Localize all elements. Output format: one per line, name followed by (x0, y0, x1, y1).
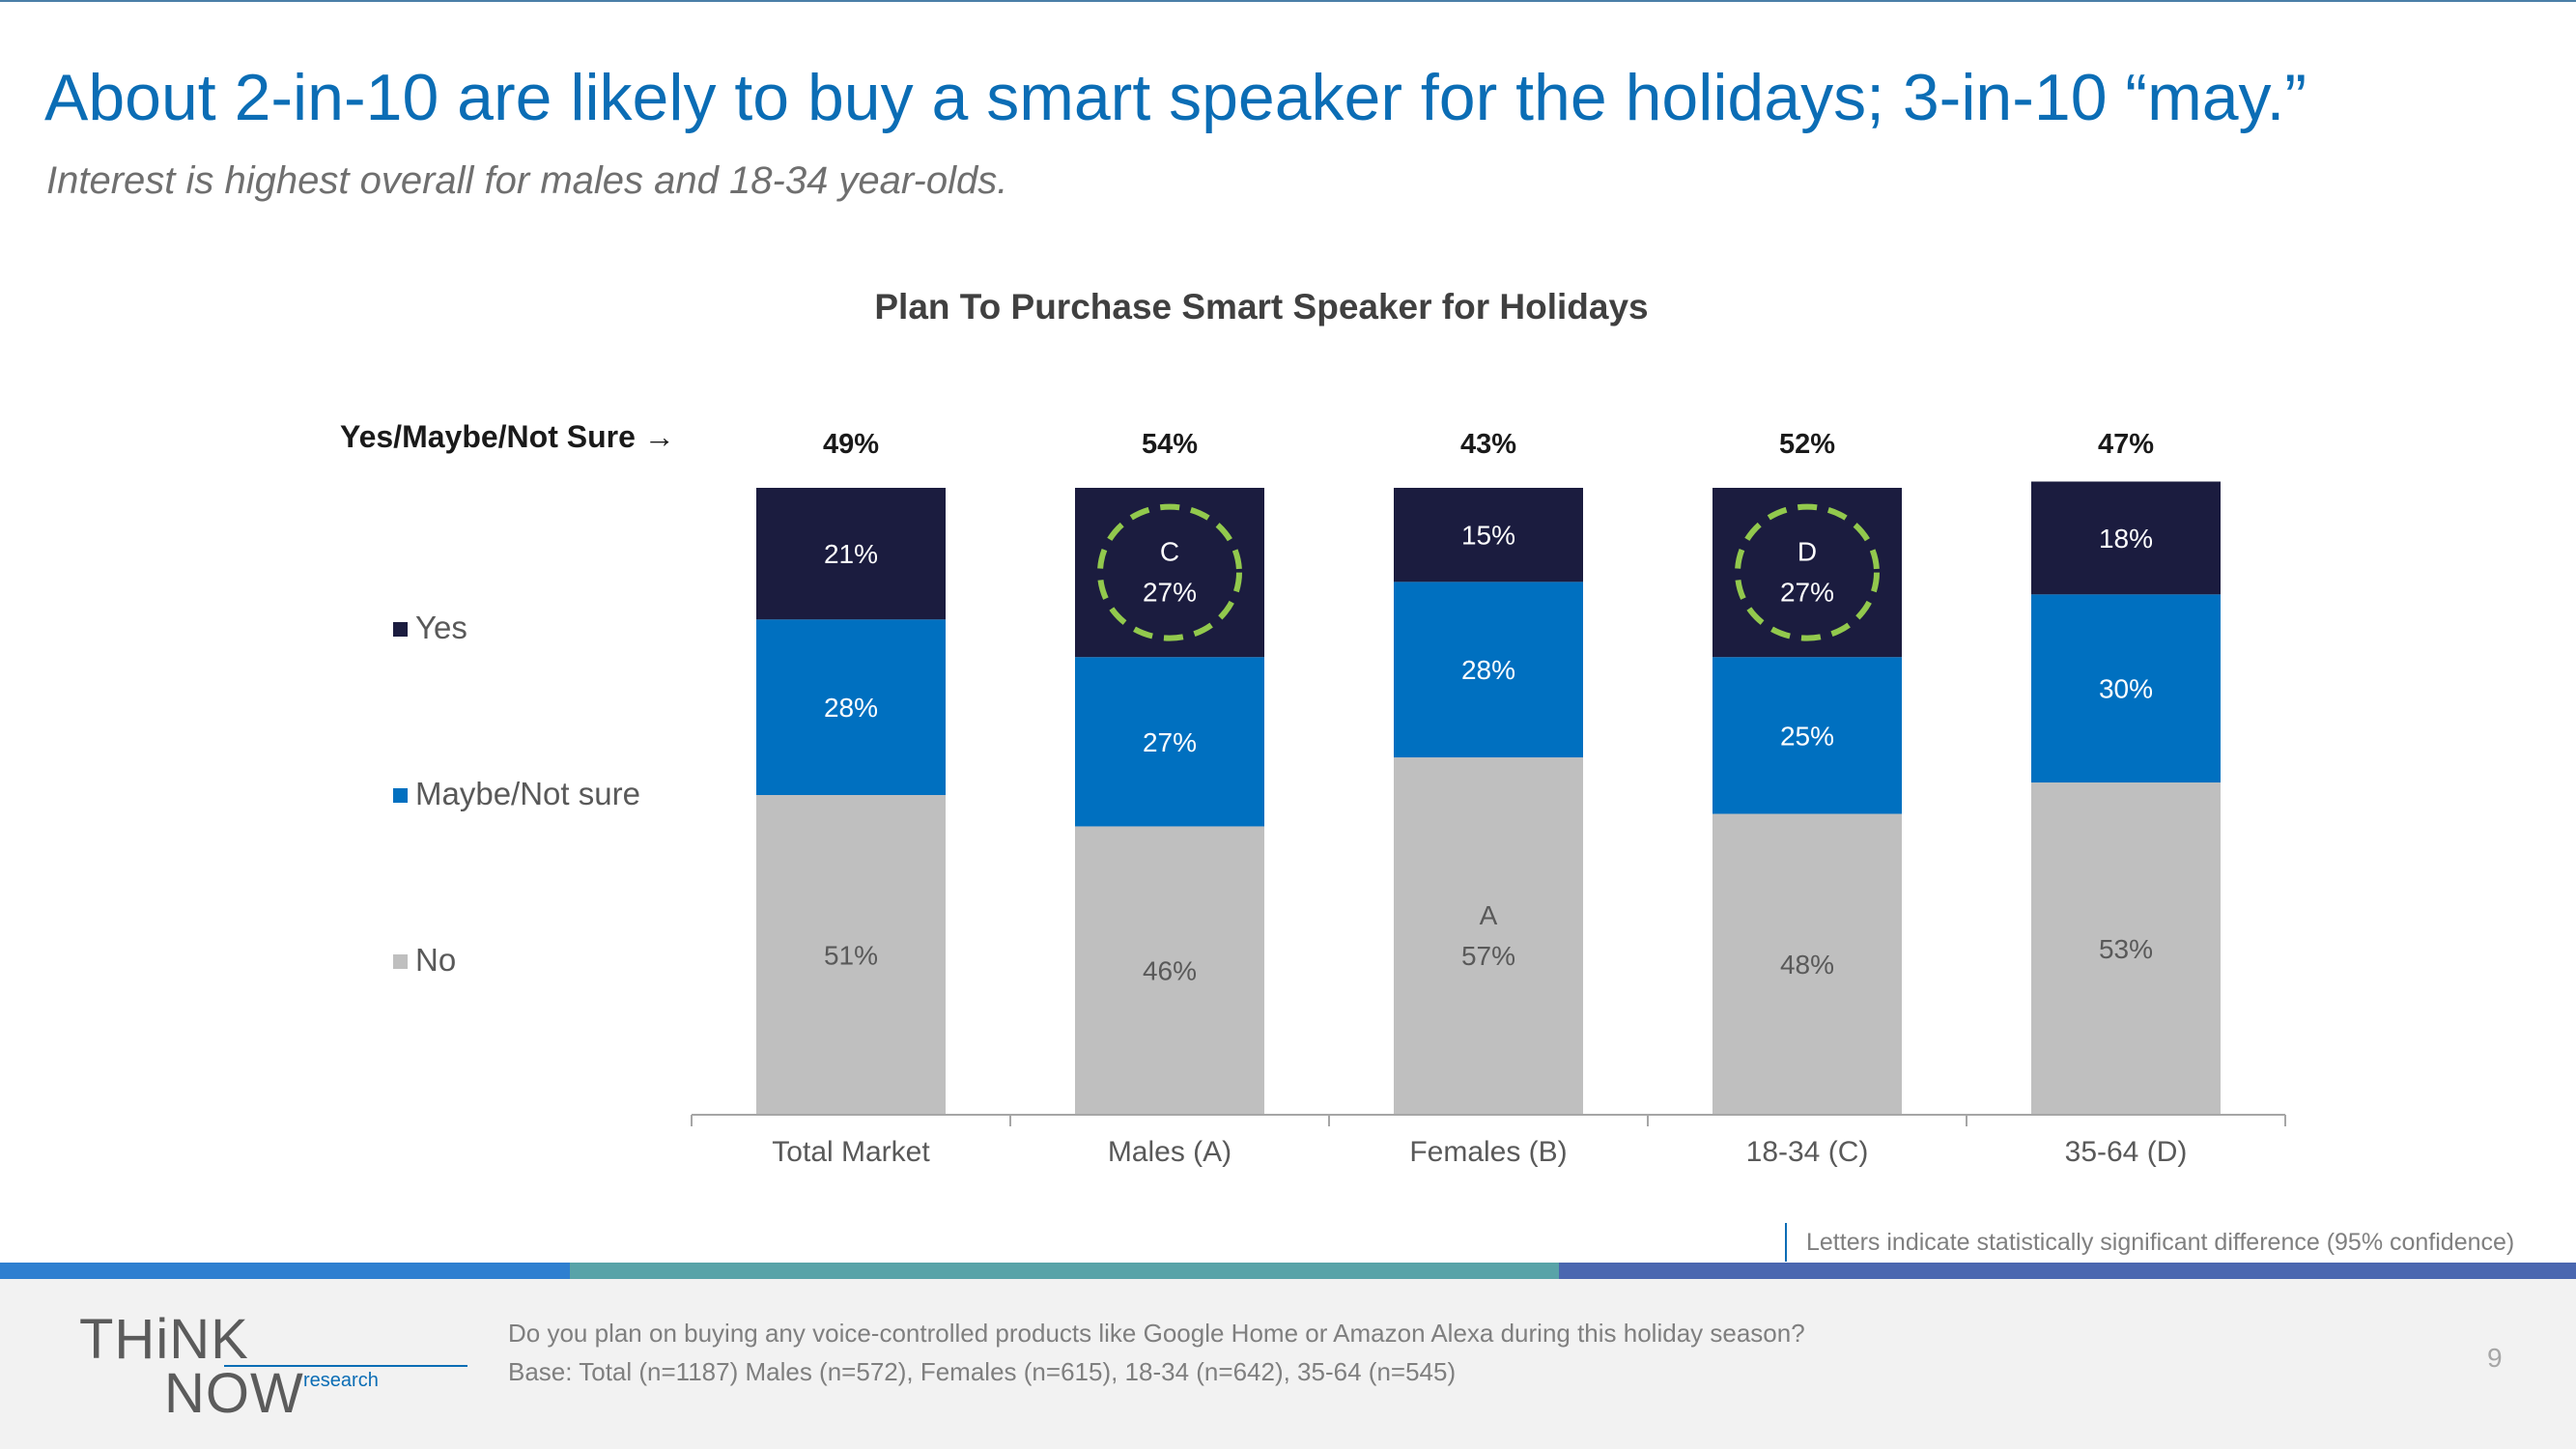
total-label-3: 52% (1779, 429, 1835, 460)
data-label-1-0: 28% (824, 693, 878, 723)
bar-segment-maybe-not-sure-2 (1394, 582, 1583, 758)
footer-band-1 (0, 1263, 570, 1279)
legend-item-no: No (393, 941, 456, 980)
legend-label-no: No (415, 942, 457, 978)
data-label-2-0: 21% (824, 539, 878, 569)
base-text: Base: Total (n=1187) Males (n=572), Fema… (508, 1357, 1457, 1386)
bar-segment-no-3 (1713, 813, 1902, 1115)
bar-segment-yes-4 (2031, 481, 2221, 595)
slide-title: About 2-in-10 are likely to buy a smart … (44, 61, 2307, 134)
legend-label-maybe: Maybe/Not sure (415, 776, 640, 811)
bar-segment-yes-1 (1075, 488, 1264, 658)
bar-segment-no-0 (756, 795, 946, 1115)
data-label-2-1: 27% (1143, 578, 1197, 608)
data-label-2-4: 18% (2099, 524, 2153, 554)
bar-segment-maybe-not-sure-3 (1713, 657, 1902, 814)
bar-segment-yes-3 (1713, 488, 1902, 658)
data-label-1-2: 28% (1461, 655, 1515, 685)
bar-segment-maybe-not-sure-0 (756, 619, 946, 796)
data-label-0-4: 53% (2099, 934, 2153, 964)
logo-rule (224, 1365, 467, 1367)
footer (0, 1279, 2576, 1449)
survey-question: Do you plan on buying any voice-controll… (508, 1314, 1805, 1391)
page-number: 9 (2487, 1343, 2503, 1373)
category-label-0: Total Market (772, 1136, 930, 1168)
bar-segment-yes-0 (756, 488, 946, 620)
logo-word-now: NOW (164, 1362, 304, 1425)
logo-word-research: research (303, 1370, 379, 1391)
chart-title: Plan To Purchase Smart Speaker for Holid… (874, 287, 1649, 327)
question-text: Do you plan on buying any voice-controll… (508, 1319, 1805, 1348)
total-label-1: 54% (1142, 429, 1198, 460)
yes-maybe-total-label: Yes/Maybe/Not Sure → (340, 419, 675, 454)
data-label-1-1: 27% (1143, 727, 1197, 757)
total-label-0: 49% (823, 429, 879, 460)
category-label-1: Males (A) (1108, 1136, 1231, 1168)
bar-segment-no-4 (2031, 782, 2221, 1115)
legend-item-yes: Yes (393, 609, 467, 647)
legend-swatch-yes (393, 622, 408, 637)
category-label-4: 35-64 (D) (2065, 1136, 2188, 1168)
footer-band-3 (1559, 1263, 2576, 1279)
legend-label-yes: Yes (415, 610, 467, 645)
sig-letter-0-2: A (1480, 900, 1498, 930)
stacked-bar-chart: 51% 28% 21% 49% Total Market 46% 27% C 27% 54% Mal… (691, 429, 2286, 1168)
legend-swatch-maybe (393, 788, 408, 803)
sig-letter-2-3: D (1798, 537, 1817, 567)
category-label-3: 18-34 (C) (1746, 1136, 1869, 1168)
legend-swatch-no (393, 954, 408, 969)
highlight-circle-3 (1735, 503, 1880, 641)
data-label-1-4: 30% (2099, 674, 2153, 704)
category-label-2: Females (B) (1409, 1136, 1567, 1168)
total-label-4: 47% (2098, 429, 2154, 460)
top-rule (0, 0, 2576, 2)
bar-segment-maybe-not-sure-1 (1075, 657, 1264, 827)
bar-segment-maybe-not-sure-4 (2031, 594, 2221, 783)
data-label-1-3: 25% (1780, 721, 1834, 751)
footer-band-2 (570, 1263, 1559, 1279)
logo-word-think: THiNK (79, 1308, 249, 1371)
data-label-2-2: 15% (1461, 521, 1515, 551)
slide-subtitle: Interest is highest overall for males an… (46, 159, 1008, 202)
total-label-2: 43% (1460, 429, 1516, 460)
bar-segment-no-2 (1394, 757, 1583, 1115)
bar-segment-yes-2 (1394, 488, 1583, 582)
highlight-circle-1 (1097, 503, 1242, 641)
thinknow-logo: THiNK NOW research (79, 1308, 467, 1425)
data-label-0-2: 57% (1461, 941, 1515, 971)
significance-note: Letters indicate statistically significa… (1785, 1223, 2514, 1262)
legend-item-maybe: Maybe/Not sure (393, 775, 640, 813)
bar-segment-no-1 (1075, 826, 1264, 1115)
data-label-0-3: 48% (1780, 950, 1834, 980)
data-label-2-3: 27% (1780, 578, 1834, 608)
sig-letter-2-1: C (1160, 537, 1179, 567)
data-label-0-1: 46% (1143, 956, 1197, 986)
data-label-0-0: 51% (824, 941, 878, 971)
